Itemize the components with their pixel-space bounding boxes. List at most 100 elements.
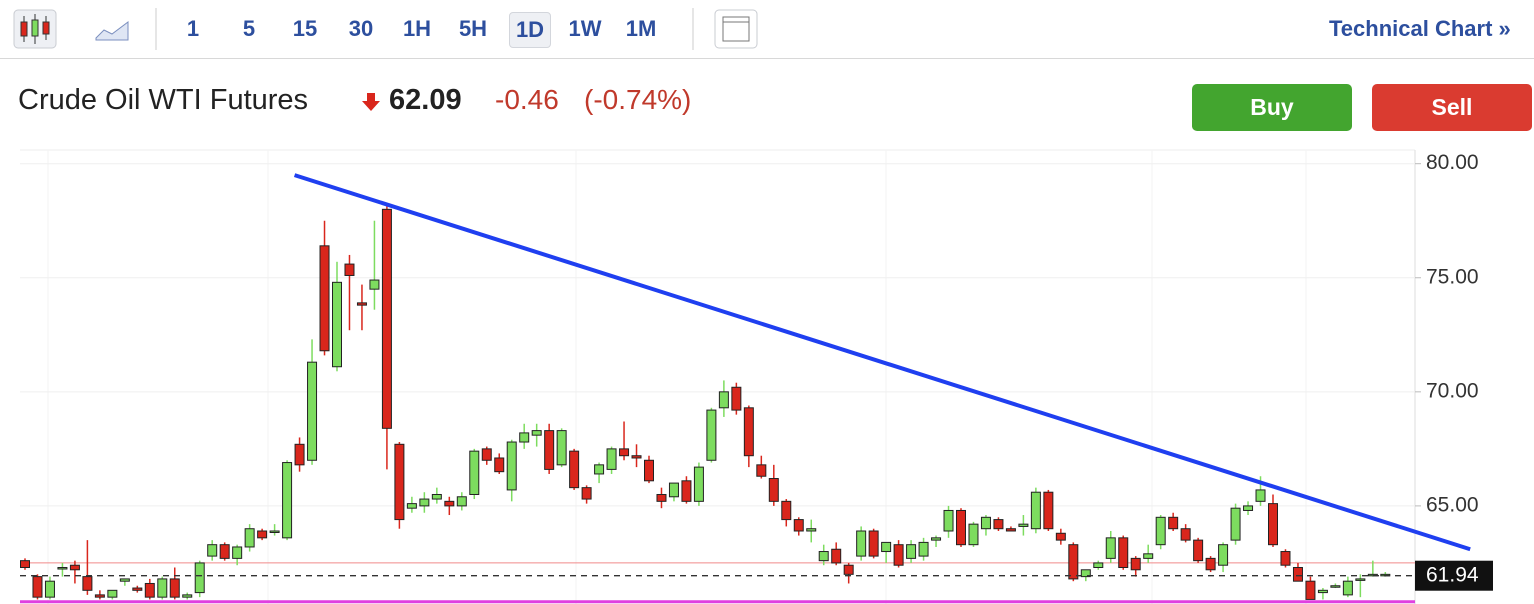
candle-body [581,487,592,500]
candle-body [119,578,130,582]
candle-body [781,500,792,521]
candle-body [1080,569,1091,578]
candle-body [893,544,904,566]
candle-body [1380,573,1391,577]
candle-body [1180,528,1191,541]
candle-body [731,386,742,411]
candle-body [94,594,105,598]
candle-body [793,519,804,532]
candle-body [1243,505,1254,511]
y-tick-label: 75.00 [1426,265,1479,288]
candle-body [906,544,917,559]
candle-body [1218,544,1229,566]
candle-body [656,493,667,502]
interval-button[interactable]: 1 [186,16,200,41]
price-change: -0.46 [495,84,559,115]
candle-body [282,462,293,539]
candle-body [1068,544,1079,580]
candle-body [481,448,492,461]
candle-body [257,530,268,539]
candle-body [1143,553,1154,559]
candle-body [1230,507,1241,541]
candle-body [706,409,717,461]
candle-body [1018,523,1029,527]
candle-body [1005,528,1016,532]
candle-body [319,245,330,352]
interval-button[interactable]: 15 [292,16,318,41]
current-price-box [1415,560,1493,591]
candle-body [1130,557,1141,571]
candle-body [1105,537,1116,559]
candle-body [619,448,630,457]
interval-button[interactable]: 1D [509,12,551,48]
sell-button[interactable]: Sell [1372,84,1532,131]
current-price-label: 61.94 [1426,563,1479,586]
technical-chart-link[interactable]: Technical Chart » [1329,16,1511,41]
candle-body [1317,589,1328,594]
candle-body [544,430,555,470]
candle-body [756,464,767,477]
candle-body [1355,578,1366,581]
price-change-percent: (-0.74%) [584,84,692,115]
candle-body [556,430,567,466]
instrument-title: Crude Oil WTI Futures [18,84,309,116]
candle-body [1093,562,1104,568]
news-icon [722,16,750,42]
candle-body [169,578,180,598]
candle-body [968,523,979,546]
candle-body [219,544,230,559]
candle-body [506,441,517,491]
y-tick-label: 70.00 [1426,379,1479,402]
candle-body [144,582,155,598]
candle-body [668,482,679,498]
candle-body [1055,532,1066,541]
candle-body [644,459,654,482]
candle-body [693,466,704,502]
y-tick-label: 80.00 [1426,151,1479,174]
candle-body [881,541,892,553]
candle-body [956,509,966,546]
candle-body [431,493,442,500]
candle-body [1292,566,1303,582]
candle-body [1255,489,1266,502]
candle-body [32,576,43,598]
candle-body [831,548,842,564]
candle-body [569,450,580,489]
candle-body [1205,557,1216,571]
trendline [293,173,1471,552]
candle-body [57,566,68,570]
candle-body [107,589,118,598]
candle-body [269,530,280,533]
candle-body [1268,503,1278,546]
area-icon[interactable] [95,21,129,41]
buy-button[interactable]: Buy [1192,84,1352,131]
interval-button[interactable]: 1H [402,16,432,41]
candle-body [394,443,405,521]
candle-body [69,564,80,571]
candle-body [232,546,243,559]
interval-button[interactable]: 5H [458,16,488,41]
interval-button[interactable]: 1M [625,16,657,41]
candle-body [768,478,779,502]
candle-body [307,361,318,461]
candle-body [20,560,30,568]
candle-body [718,391,729,409]
toolbar: 1 5 15 30 1H 5H 1D 1W 1M Technical Chart » [0,0,1534,59]
price: 62.09 [389,84,462,116]
candle-body [332,281,342,368]
candle-body [469,450,480,495]
candle-body [743,407,754,457]
interval-button[interactable]: 30 [348,16,374,41]
news-button[interactable] [714,9,758,49]
interval-button[interactable]: 5 [242,16,256,41]
candle-body [631,455,642,459]
candle-body [1118,537,1129,568]
candle-body [943,509,954,532]
candle-body [931,537,942,541]
candle-body [1155,516,1166,546]
candle-body [494,457,505,473]
candle-body [856,530,867,557]
interval-button[interactable]: 1W [568,16,602,41]
candle-body [157,578,168,598]
candle-body [1367,573,1378,577]
